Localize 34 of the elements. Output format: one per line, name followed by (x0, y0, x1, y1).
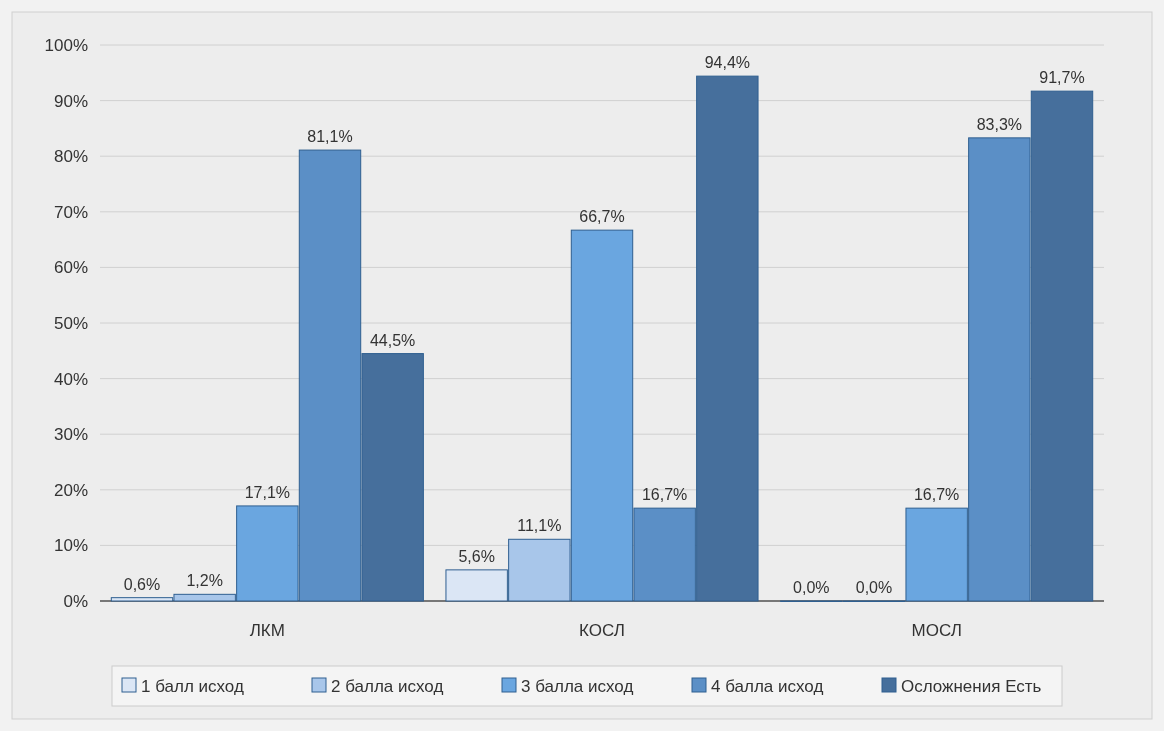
y-tick-label: 10% (53, 536, 88, 556)
legend-label: 1 балл исход (141, 676, 244, 696)
y-tick-label: 100% (44, 35, 88, 55)
data-label: 11,1% (517, 517, 562, 535)
data-label: 5,6% (458, 547, 495, 565)
y-tick-label: 70% (53, 202, 88, 222)
data-label: 83,3% (976, 115, 1023, 133)
y-tick-label: 20% (53, 480, 88, 500)
y-tick-label: 80% (53, 147, 88, 167)
legend-label: 2 балла исход (331, 676, 444, 696)
y-tick-label: 90% (53, 91, 88, 111)
x-tick-label: МОСЛ (911, 621, 962, 640)
data-label: 1,2% (186, 572, 223, 590)
data-label: 94,4% (704, 54, 751, 72)
data-label: 0,0% (855, 579, 893, 596)
legend-label: 4 балла исход (711, 676, 824, 696)
data-label: 91,7% (1039, 69, 1085, 87)
data-label: 0,0% (793, 579, 830, 596)
data-label: 66,7% (579, 208, 625, 226)
legend-label: Осложнения Есть (901, 676, 1042, 696)
data-label: 16,7% (641, 486, 688, 504)
y-tick-label: 50% (53, 313, 88, 333)
y-tick-label: 60% (53, 258, 88, 278)
legend-label: 3 балла исход (521, 676, 634, 696)
x-tick-label: КОСЛ (579, 621, 625, 640)
y-tick-label: 30% (53, 425, 88, 445)
data-label: 81,1% (307, 128, 353, 146)
y-tick-label: 40% (53, 369, 88, 389)
data-label: 16,7% (913, 486, 960, 504)
y-tick-label: 0% (63, 591, 88, 611)
data-label: 0,6% (123, 575, 161, 593)
data-label: 44,5% (369, 331, 416, 349)
x-tick-label: ЛКМ (249, 621, 285, 640)
data-label: 17,1% (244, 483, 291, 501)
